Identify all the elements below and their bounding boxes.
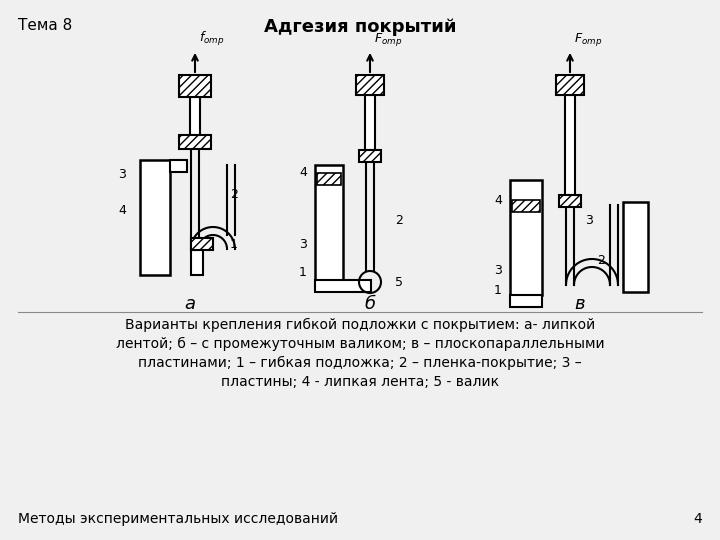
Bar — [623, 202, 648, 292]
Text: Тема 8: Тема 8 — [18, 18, 72, 33]
Text: в: в — [575, 295, 585, 313]
Text: Адгезия покрытий: Адгезия покрытий — [264, 18, 456, 36]
Text: 4: 4 — [693, 512, 702, 526]
Text: пластинами; 1 – гибкая подложка; 2 – пленка-покрытие; 3 –: пластинами; 1 – гибкая подложка; 2 – пле… — [138, 356, 582, 370]
Text: 3: 3 — [585, 213, 593, 226]
Text: Варианты крепления гибкой подложки с покрытием: а- липкой: Варианты крепления гибкой подложки с пок… — [125, 318, 595, 332]
Text: Методы экспериментальных исследований: Методы экспериментальных исследований — [18, 512, 338, 526]
Text: 3: 3 — [299, 239, 307, 252]
Bar — [315, 280, 371, 292]
Text: $F_{omp}$: $F_{omp}$ — [374, 31, 402, 48]
Bar — [356, 75, 384, 95]
Bar — [190, 97, 200, 135]
Bar — [565, 95, 575, 195]
Bar — [559, 195, 581, 207]
Text: пластины; 4 - липкая лента; 5 - валик: пластины; 4 - липкая лента; 5 - валик — [221, 375, 499, 389]
Text: 4: 4 — [299, 166, 307, 179]
Text: 5: 5 — [395, 275, 403, 288]
Bar — [556, 75, 584, 95]
Bar — [179, 75, 211, 97]
Bar — [510, 180, 542, 295]
Bar — [140, 160, 170, 275]
Bar — [365, 95, 375, 150]
Text: 4: 4 — [118, 204, 126, 217]
Text: 1: 1 — [299, 267, 307, 280]
Bar — [359, 150, 381, 162]
Text: 3: 3 — [494, 264, 502, 276]
Bar — [512, 200, 540, 212]
Text: $f_{omp}$: $f_{omp}$ — [199, 30, 225, 48]
Bar — [170, 160, 187, 172]
Text: 1: 1 — [494, 284, 502, 296]
Text: б: б — [364, 295, 376, 313]
Text: 2: 2 — [395, 213, 403, 226]
Text: 2: 2 — [597, 253, 605, 267]
Bar — [191, 250, 203, 275]
Text: а: а — [184, 295, 196, 313]
Text: 2: 2 — [230, 188, 238, 201]
Text: 1: 1 — [230, 239, 238, 252]
Text: лентой; б – с промежуточным валиком; в – плоскопараллельными: лентой; б – с промежуточным валиком; в –… — [116, 337, 604, 351]
Text: $F_{omp}$: $F_{omp}$ — [574, 31, 602, 48]
Bar — [179, 135, 211, 149]
Bar — [317, 173, 341, 185]
Text: 4: 4 — [494, 193, 502, 206]
Bar — [315, 165, 343, 280]
Bar — [191, 238, 213, 250]
Text: 3: 3 — [118, 168, 126, 181]
Bar — [510, 295, 542, 307]
